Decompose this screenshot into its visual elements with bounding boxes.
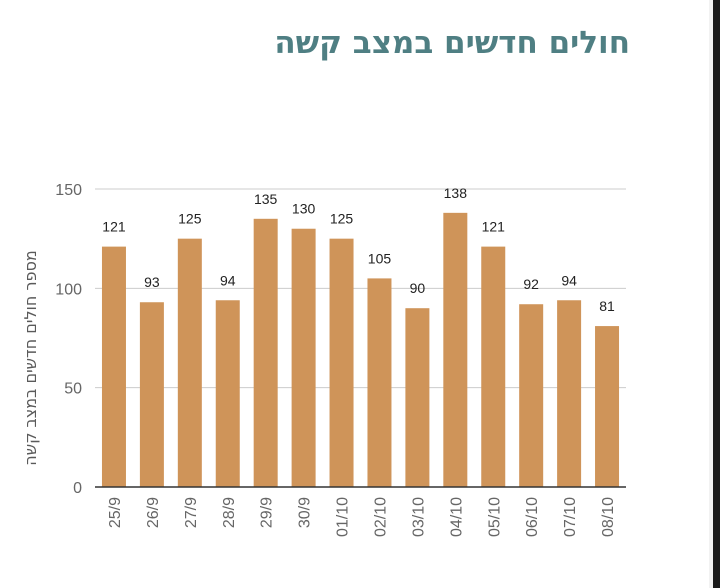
y-tick-label: 0 — [73, 480, 82, 497]
bar — [405, 308, 430, 487]
bar-value-label: 94 — [561, 272, 577, 288]
y-tick-label: 100 — [55, 281, 82, 298]
bar-value-label: 125 — [178, 211, 202, 227]
bar — [139, 302, 164, 487]
bar-value-label: 105 — [368, 250, 392, 266]
x-tick-label: 02/10 — [372, 497, 389, 537]
bar-value-label: 121 — [482, 219, 506, 235]
bar — [595, 326, 620, 487]
x-tick-label: 25/9 — [107, 497, 124, 528]
bar — [253, 218, 278, 488]
x-tick-label: 27/9 — [183, 497, 200, 528]
bar-value-label: 90 — [410, 280, 426, 296]
bar-value-label: 81 — [599, 298, 615, 314]
bar-value-label: 135 — [254, 191, 278, 207]
chart-title: חולים חדשים במצב קשה — [274, 25, 630, 61]
x-tick-label: 28/9 — [221, 497, 238, 528]
x-tick-label: 07/10 — [562, 497, 579, 537]
y-tick-label: 50 — [64, 381, 82, 398]
bar-value-label: 121 — [102, 219, 126, 235]
bar — [291, 228, 316, 487]
bar — [443, 212, 468, 487]
x-tick-label: 05/10 — [486, 497, 503, 537]
x-tick-labels: 25/9 26/9 27/9 28/9 29/9 30/9 01/10 02/10 03/10 0… — [107, 497, 617, 537]
window-edge-highlight — [709, 0, 713, 588]
x-tick-label: 29/9 — [259, 497, 276, 528]
bar-value-label: 125 — [330, 211, 354, 227]
y-tick-label: 150 — [55, 182, 82, 199]
bar — [481, 246, 506, 487]
bar — [557, 300, 582, 487]
x-tick-label: 04/10 — [448, 497, 465, 537]
bar-value-label: 138 — [444, 185, 468, 201]
x-tick-label: 06/10 — [524, 497, 541, 537]
x-tick-label: 01/10 — [335, 497, 352, 537]
bar-value-label: 94 — [220, 272, 236, 288]
x-tick-label: 26/9 — [145, 497, 162, 528]
bar-value-label: 92 — [523, 276, 539, 292]
y-tick-labels: 0 50 100 150 — [55, 182, 82, 497]
x-tick-label: 08/10 — [600, 497, 617, 537]
bar-value-labels: 121 93 125 94 135 130 125 105 90 138 121 92 94 81 — [102, 185, 615, 314]
bar — [329, 238, 354, 487]
bar — [101, 246, 126, 487]
bar — [367, 278, 392, 487]
bar-value-label: 130 — [292, 201, 316, 217]
window-edge — [713, 0, 720, 588]
bar — [519, 304, 544, 487]
bar — [215, 300, 240, 487]
y-axis-title: מספר חולים חדשים במצב קשה — [21, 250, 40, 465]
bar-value-label: 93 — [144, 274, 160, 290]
x-tick-label: 30/9 — [297, 497, 314, 528]
bar — [177, 238, 202, 487]
bars — [101, 212, 620, 488]
grid-lines — [95, 188, 626, 389]
x-tick-label: 03/10 — [410, 497, 427, 537]
